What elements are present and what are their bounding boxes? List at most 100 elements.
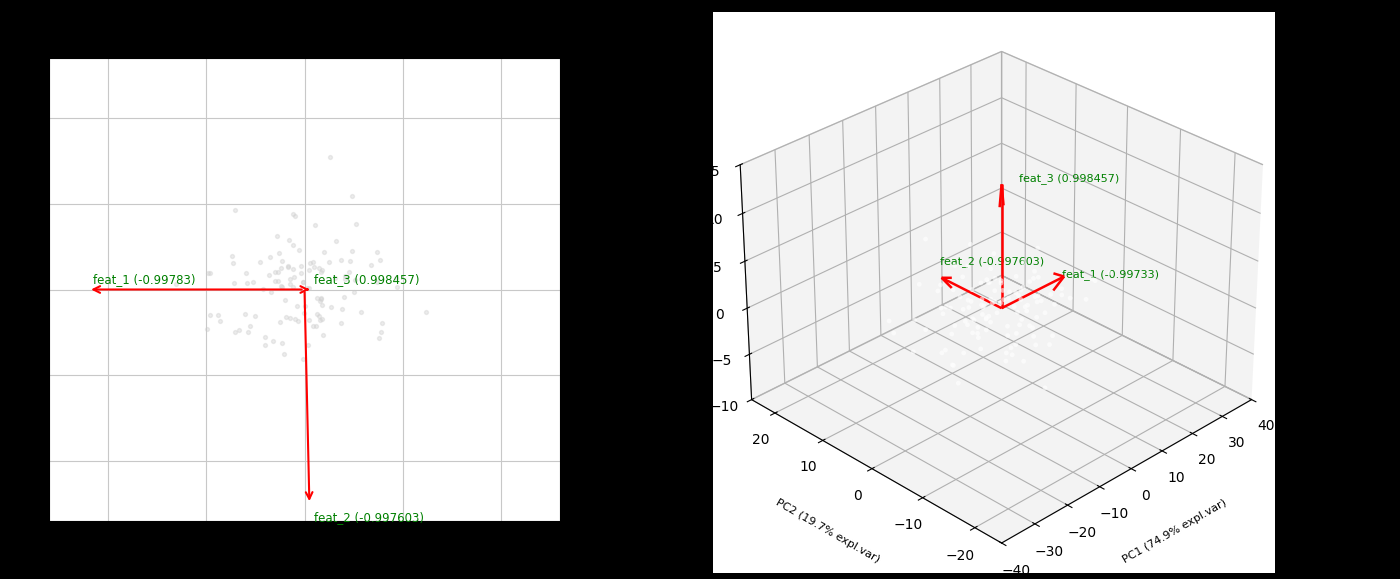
Point <box>244 312 266 321</box>
Point <box>307 293 329 302</box>
Point <box>298 258 321 267</box>
Point <box>321 302 343 312</box>
Point <box>281 265 304 274</box>
Text: feat_1 (-0.99783): feat_1 (-0.99783) <box>94 273 196 285</box>
Point <box>308 312 330 321</box>
Point <box>279 274 301 284</box>
Point <box>284 211 307 221</box>
Point <box>293 277 315 287</box>
Point <box>287 245 309 254</box>
X-axis label: PC1 (74.9% expl.var): PC1 (74.9% expl.var) <box>234 551 375 563</box>
Point <box>197 269 220 278</box>
Point <box>314 247 336 256</box>
Point <box>274 313 297 322</box>
Point <box>237 327 259 336</box>
Point <box>311 266 333 275</box>
Point <box>333 292 356 302</box>
Point <box>252 284 274 294</box>
Point <box>224 206 246 215</box>
Point <box>302 262 325 272</box>
X-axis label: PC1 (74.9% expl.var): PC1 (74.9% expl.var) <box>1121 497 1229 565</box>
Point <box>253 340 276 350</box>
Point <box>330 255 353 265</box>
Point <box>325 237 347 246</box>
Point <box>298 265 321 274</box>
Point <box>270 256 293 266</box>
Point <box>294 302 316 311</box>
Point <box>287 316 309 325</box>
Point <box>318 258 340 267</box>
Point <box>258 271 280 280</box>
Point <box>241 277 263 286</box>
Point <box>298 283 321 292</box>
Point <box>291 277 314 287</box>
Point <box>263 267 286 276</box>
Point <box>165 279 188 288</box>
Point <box>309 296 332 305</box>
Point <box>350 307 372 317</box>
Point <box>221 252 244 261</box>
Point <box>283 240 305 250</box>
Y-axis label: PC2 (19.7% expl.var): PC2 (19.7% expl.var) <box>774 497 882 565</box>
Point <box>307 309 329 318</box>
Point <box>365 277 388 287</box>
Point <box>270 283 293 292</box>
Point <box>368 333 391 342</box>
Point <box>279 235 301 244</box>
Point <box>199 269 221 278</box>
Point <box>339 256 361 266</box>
Point <box>279 280 301 289</box>
Point <box>270 263 293 273</box>
Point <box>309 294 332 303</box>
Point <box>368 255 391 265</box>
Point <box>270 281 293 291</box>
Point <box>309 316 332 325</box>
Point <box>196 324 218 334</box>
Point <box>266 232 288 241</box>
Point <box>291 354 314 364</box>
Point <box>319 153 342 162</box>
Point <box>224 327 246 336</box>
Point <box>370 328 392 337</box>
Point <box>266 276 288 285</box>
Point <box>290 262 312 271</box>
Point <box>343 287 365 296</box>
Point <box>385 273 407 282</box>
Point <box>342 192 364 201</box>
Text: feat_3 (0.998457): feat_3 (0.998457) <box>315 273 420 285</box>
Title: 3 Principal Components explain [99.64%] of the variance: 3 Principal Components explain [99.64%] … <box>95 38 514 53</box>
Point <box>330 305 353 314</box>
Point <box>305 321 328 331</box>
Point <box>283 273 305 282</box>
Point <box>270 338 293 347</box>
Point <box>199 310 221 319</box>
Point <box>302 322 325 331</box>
Point <box>308 263 330 272</box>
Point <box>253 332 276 342</box>
Text: feat_2 (-0.997603): feat_2 (-0.997603) <box>315 511 424 524</box>
Point <box>414 307 437 317</box>
Point <box>263 276 286 285</box>
Point <box>297 340 319 349</box>
Point <box>274 296 297 305</box>
Point <box>267 249 290 258</box>
Point <box>360 261 382 270</box>
Point <box>235 278 258 288</box>
Point <box>228 326 251 335</box>
Point <box>312 330 335 339</box>
Point <box>273 349 295 358</box>
Point <box>267 267 290 276</box>
Point <box>304 221 326 230</box>
Point <box>323 273 346 283</box>
Point <box>311 300 333 309</box>
Point <box>249 257 272 266</box>
Point <box>259 252 281 261</box>
Point <box>333 272 356 281</box>
Point <box>344 276 367 285</box>
Point <box>262 337 284 346</box>
Y-axis label: PC2 (19.7% expl.var): PC2 (19.7% expl.var) <box>0 219 4 360</box>
Point <box>223 278 245 288</box>
Point <box>293 308 315 317</box>
Point <box>286 301 308 310</box>
Point <box>281 282 304 291</box>
